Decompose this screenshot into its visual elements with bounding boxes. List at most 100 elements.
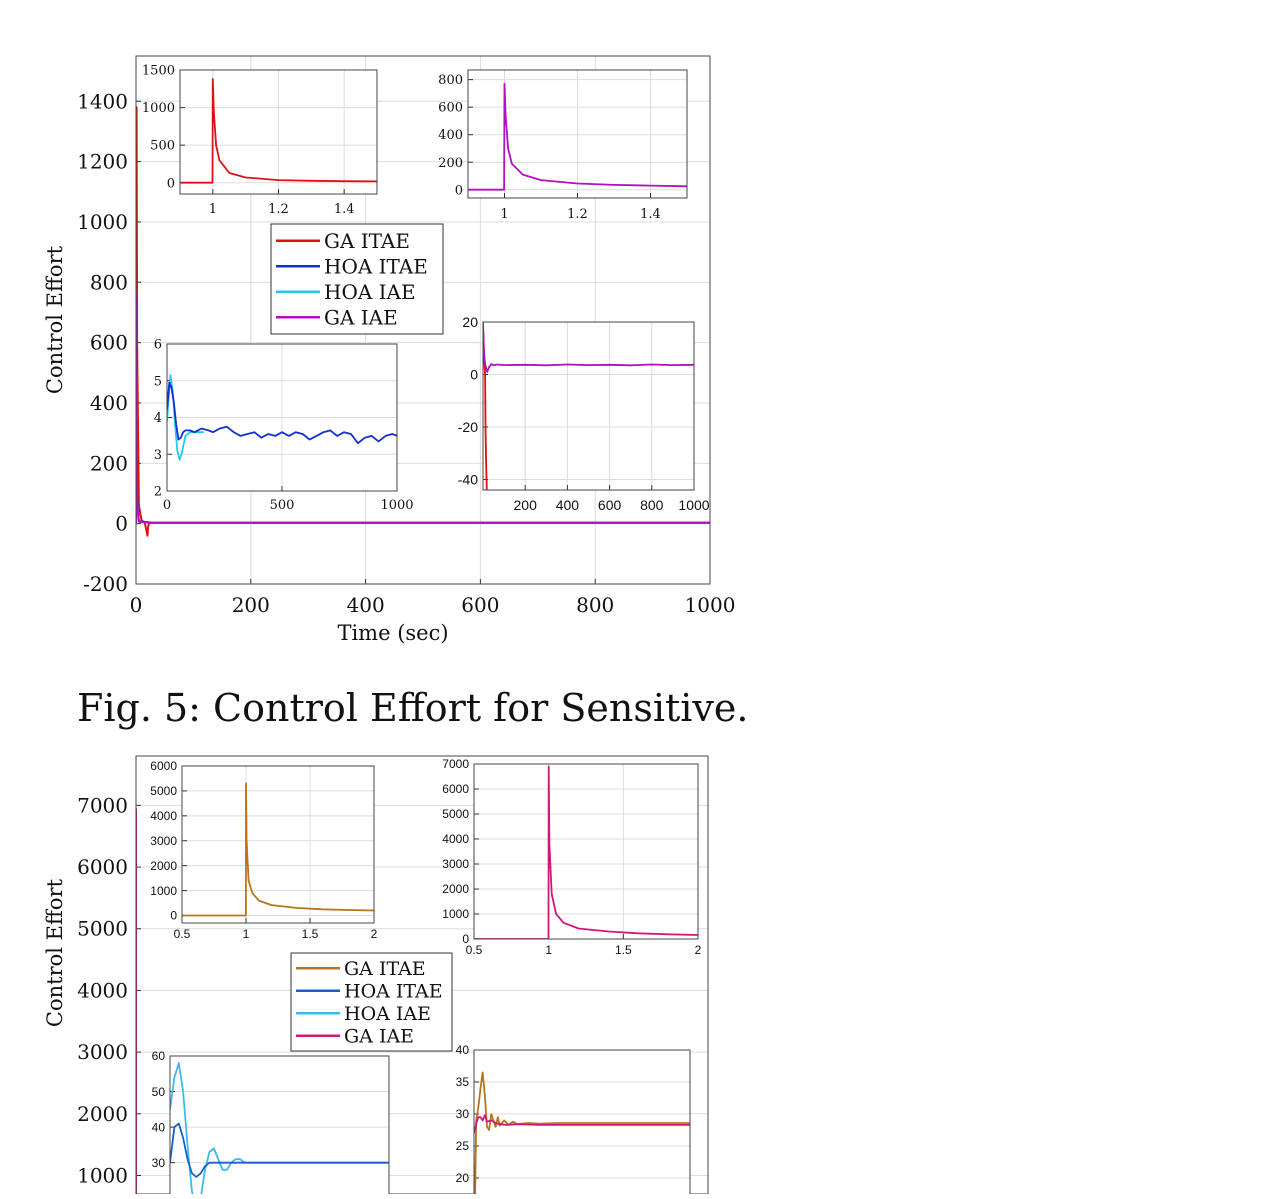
fig2-inset-ga-itae: 0 1000 2000 3000 4000 5000 6000 0.5 1 1.5 2 [150, 759, 377, 941]
fig1-inset-ga-itae-xtick-label: 1 [209, 202, 217, 217]
fig1-main-xtick-label: 200 [232, 593, 270, 617]
fig2-inset-ga-series-ga-itae [474, 1071, 690, 1199]
fig1-main-legend-label: HOA IAE [324, 280, 416, 304]
fig1-inset-hoa-series-hoa-itae [167, 381, 397, 445]
fig1-inset-ga-iae-series-ga-iae [468, 82, 687, 191]
fig1-main-ytick-label: 1000 [77, 210, 128, 234]
fig1-inset-ga-xtick-label: 400 [556, 497, 580, 513]
fig2-main-ytick-label: 1000 [77, 1163, 128, 1187]
figure-caption: Fig. 5: Control Effort for Sensitive. [77, 686, 749, 730]
fig1-inset-ga-iae-series-group [468, 82, 687, 191]
fig2-inset-ga-iae-ytick-label: 4000 [442, 832, 469, 846]
fig2-inset-hoa-plot-area [170, 1056, 389, 1199]
fig2-inset-ga-iae-xtick-label: 0.5 [466, 943, 483, 957]
fig1-inset-ga-iae-ytick-label: 800 [438, 73, 463, 88]
fig2-inset-hoa-ytick-label: 50 [152, 1085, 166, 1099]
fig2-inset-ga-itae-series-group [182, 782, 374, 917]
fig1-inset-ga-frame [482, 321, 695, 491]
fig1-main-ylabel: Control Effort [43, 245, 67, 394]
fig1-main-ytick-label: 0 [115, 512, 128, 536]
fig1-main-xlabel: Time (sec) [337, 621, 448, 645]
fig1-inset-ga-itae-ytick-label: 1500 [142, 64, 175, 79]
fig2-inset-ga-itae-ytick-label: 5000 [150, 784, 177, 798]
fig1-inset-ga-itae-frame [179, 69, 378, 195]
fig1-main-legend-box [270, 223, 444, 335]
fig1-inset-ga-itae-xtick-label: 1.4 [334, 202, 355, 217]
fig1-inset-ga-iae-ytick-label: 200 [438, 156, 463, 171]
fig1-inset-ga-itae-ytick-label: 0 [167, 176, 175, 191]
fig2-inset-ga-itae-series-ga-itae [182, 782, 374, 917]
fig1-main-ytick-label: 200 [90, 451, 128, 475]
fig2-inset-ga-ytick-label: 30 [456, 1107, 470, 1121]
fig1-main-ytick-label: 600 [90, 331, 128, 355]
fig1-inset-ga-xtick-label: 200 [514, 497, 538, 513]
fig1-inset-ga-itae-xtick-label: 1.2 [268, 202, 289, 217]
fig2-main-ytick-label: 3000 [77, 1040, 128, 1064]
fig2-inset-ga-iae-ytick-label: 0 [462, 932, 469, 946]
fig1-main-ytick-label: 1400 [77, 89, 128, 113]
fig1-inset-ga-xtick-label: 800 [640, 497, 664, 513]
fig2-inset-ga-series-ga-iae [474, 1114, 690, 1134]
fig1-inset-ga-iae-xtick-label: 1.4 [640, 207, 661, 222]
fig1-inset-ga-ytick-label: -40 [458, 471, 478, 487]
fig2-inset-ga-iae-series-ga-iae [474, 765, 698, 939]
fig1-inset-ga-iae: 0 200 400 600 800 1 1.2 1.4 [438, 69, 688, 222]
fig2-main-ylabel: Control Effort [43, 878, 67, 1027]
fig1-main-ytick-label: 800 [90, 270, 128, 294]
fig2-inset-ga-iae-ytick-label: 6000 [442, 782, 469, 796]
fig2-inset-ga: 20 25 30 35 40 [456, 1043, 691, 1199]
fig2-inset-ga-itae-ytick-label: 0 [170, 909, 177, 923]
fig2-inset-hoa-series-group [170, 1062, 389, 1199]
fig1-main-xtick-label: 400 [347, 593, 385, 617]
fig2-main-legend-label: GA ITAE [344, 958, 426, 980]
fig1-main-legend-label: GA IAE [324, 305, 398, 329]
fig2-inset-ga-iae-series-group [474, 765, 698, 939]
fig2-inset-ga-iae-xtick-label: 2 [695, 943, 702, 957]
fig2-inset-ga-frame [473, 1049, 691, 1199]
fig2-inset-ga-itae-frame [181, 765, 375, 924]
fig1-inset-ga-itae-ytick-label: 500 [150, 139, 175, 154]
fig1-inset-hoa: 2 3 4 5 6 0 500 1000 [154, 338, 414, 513]
fig1-main-xtick-label: 600 [461, 593, 499, 617]
fig2-inset-ga-ytick-label: 35 [456, 1075, 470, 1089]
fig2-inset-hoa-frame [169, 1055, 390, 1199]
fig2-inset-ga-ytick-label: 40 [456, 1043, 470, 1057]
fig1-main-xtick-label: 0 [130, 593, 143, 617]
fig1-inset-hoa-ytick-label: 4 [154, 411, 162, 426]
fig1-inset-ga-xtick-label: 1000 [678, 497, 709, 513]
fig1-main-xtick-label: 1000 [685, 593, 736, 617]
fig2-inset-ga-iae-ytick-label: 5000 [442, 807, 469, 821]
fig2-inset-ga-iae-ytick-label: 2000 [442, 882, 469, 896]
fig1-inset-ga-ytick-label: 0 [470, 366, 478, 382]
fig2-inset-ga-itae-ytick-label: 6000 [150, 759, 177, 773]
fig2-inset-hoa-ytick-label: 40 [152, 1120, 166, 1134]
fig2-inset-ga-itae-xtick-label: 0.5 [174, 927, 191, 941]
fig1-inset-ga-iae-frame [467, 69, 688, 199]
fig1-inset-ga-plot-area [483, 322, 694, 490]
fig2-inset-hoa-series-hoa-itae [170, 1122, 389, 1178]
fig1-inset-ga-ytick-label: -20 [458, 419, 478, 435]
fig1-inset-ga-iae-ytick-label: 0 [455, 183, 463, 198]
fig2-inset-ga-itae-xtick-label: 1.5 [302, 927, 319, 941]
fig1-inset-ga-iae-ytick-label: 600 [438, 101, 463, 116]
fig2-inset-ga-series-group [474, 1071, 690, 1199]
fig2-inset-ga-ytick-label: 25 [456, 1139, 470, 1153]
fig2-main-ytick-label: 7000 [77, 793, 128, 817]
fig1-inset-hoa-xtick-label: 0 [163, 498, 171, 513]
fig1-main-ytick-label: -200 [83, 572, 128, 596]
fig2-inset-ga-iae-ytick-label: 3000 [442, 857, 469, 871]
fig2-main-legend-label: HOA ITAE [344, 980, 443, 1002]
fig1-inset-hoa-frame [166, 343, 398, 492]
fig2-main-ytick-label: 5000 [77, 917, 128, 941]
fig2-inset-ga-itae-ytick-label: 3000 [150, 834, 177, 848]
fig1-inset-hoa-xtick-label: 500 [270, 498, 295, 513]
fig1-main-legend-label: GA ITAE [324, 229, 410, 253]
fig1-inset-ga-ytick-label: 20 [462, 314, 478, 330]
fig2-inset-ga-itae-ytick-label: 4000 [150, 809, 177, 823]
fig1-inset-ga: -40 -20 0 20 200 400 600 800 1000 [458, 314, 710, 513]
fig1-inset-ga-xtick-label: 600 [598, 497, 622, 513]
fig2-main-ytick-label: 4000 [77, 978, 128, 1002]
fig2-inset-ga-iae-xtick-label: 1.5 [615, 943, 632, 957]
